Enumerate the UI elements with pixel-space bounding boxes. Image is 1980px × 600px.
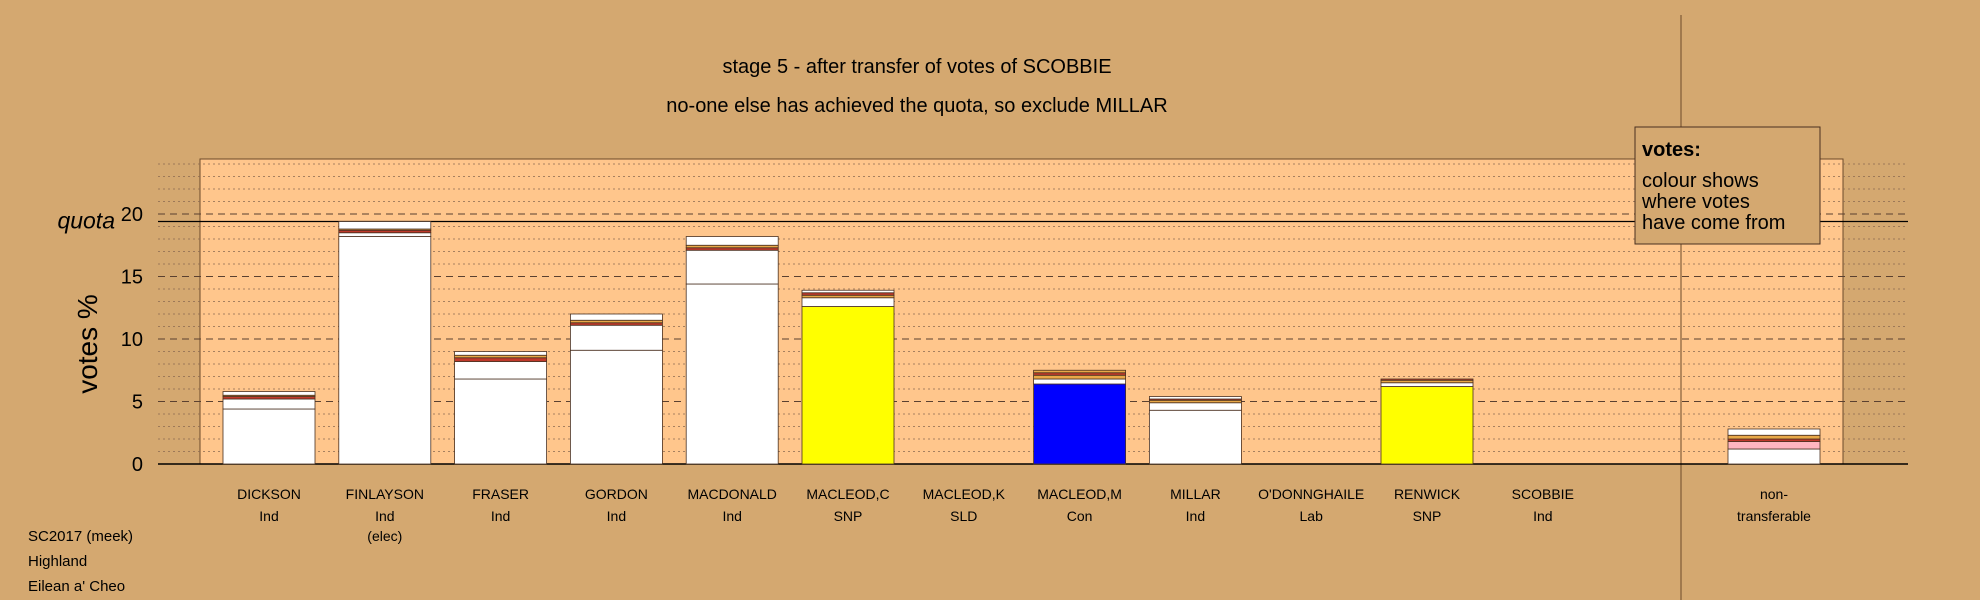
vote-bar-segment [338, 221, 432, 230]
nontransferable-bar-segment [1727, 428, 1821, 436]
vote-bar-segment [222, 391, 316, 396]
legend-text: colour shows [1642, 170, 1759, 192]
vote-bar-segment [454, 361, 548, 380]
candidate-name-label: FRASER [472, 486, 529, 502]
y-tick-label: 0 [132, 454, 143, 476]
candidate-name-label: O'DONNGHAILE [1258, 486, 1364, 502]
vote-bar-segment [1380, 386, 1474, 465]
vote-bar-segment [570, 349, 663, 465]
chart-subtitle: no-one else has achieved the quota, so e… [666, 95, 1167, 117]
candidate-name-label: RENWICK [1394, 486, 1461, 502]
candidate-name-label: MACLEOD,C [806, 486, 889, 502]
candidate-name-label: SCOBBIE [1512, 486, 1574, 502]
plot-panel [199, 158, 1844, 465]
vote-bar-segment [222, 408, 316, 465]
legend-text: where votes [1641, 191, 1750, 213]
nontransferable-label: non- [1760, 486, 1788, 502]
footer-council: Highland [28, 553, 88, 570]
candidate-party-label: SNP [1413, 508, 1442, 524]
candidate-name-label: DICKSON [237, 486, 301, 502]
vote-bar-segment [454, 351, 548, 356]
footer-ward: Eilean a' Cheo [28, 578, 126, 595]
legend-box [1634, 126, 1821, 245]
vote-bar-segment [801, 306, 895, 465]
candidate-party-label: Ind [722, 508, 741, 524]
vote-bar-segment [454, 378, 548, 465]
y-tick-label: 15 [121, 267, 143, 289]
candidate-party-label: Ind [1533, 508, 1552, 524]
candidate-party-label: SLD [950, 508, 977, 524]
vote-bar-segment [1033, 374, 1126, 380]
legend-title: votes: [1642, 139, 1701, 161]
candidate-status-label: (elec) [367, 528, 402, 544]
vote-bar-segment [1033, 369, 1126, 374]
vote-bar-segment [338, 236, 432, 465]
candidate-name-label: MILLAR [1170, 486, 1221, 502]
vote-bar-segment [570, 324, 663, 351]
vote-bar-segment [1149, 396, 1242, 400]
vote-bar-segment [1033, 383, 1126, 465]
candidate-party-label: Lab [1300, 508, 1324, 524]
candidate-name-label: MACLEOD,M [1037, 486, 1122, 502]
nontransferable-bar-segment [1727, 448, 1821, 465]
chart-title: stage 5 - after transfer of votes of SCO… [722, 56, 1111, 78]
candidate-name-label: MACLEOD,K [923, 486, 1006, 502]
candidate-party-label: Con [1067, 508, 1093, 524]
y-tick-label: 5 [132, 392, 143, 414]
footer-election: SC2017 (meek) [28, 528, 134, 545]
vote-bar-segment [454, 357, 548, 362]
y-tick-label: 20 [121, 204, 143, 226]
vote-bar-segment [222, 398, 316, 410]
quota-label: quota [57, 208, 115, 234]
candidate-party-label: Ind [491, 508, 510, 524]
nontransferable-bar-segment [1727, 441, 1821, 450]
candidate-party-label: Ind [1186, 508, 1205, 524]
vote-bar-segment [1380, 378, 1474, 381]
candidate-name-label: GORDON [585, 486, 648, 502]
candidate-party-label: SNP [834, 508, 863, 524]
vote-bar-segment [1033, 378, 1126, 385]
vote-bar-segment [685, 236, 779, 246]
candidate-party-label: Ind [607, 508, 626, 524]
candidate-name-label: FINLAYSON [346, 486, 424, 502]
vote-bar-segment [1380, 382, 1474, 387]
y-tick-label: 10 [121, 329, 143, 351]
nontransferable-label: transferable [1737, 508, 1811, 524]
candidate-party-label: Ind [259, 508, 278, 524]
vote-bar-segment [801, 297, 895, 307]
nontransferable-bar-segment [1727, 434, 1821, 440]
vote-bar-segment [1149, 402, 1242, 411]
y-axis-label: votes % [72, 294, 103, 394]
candidate-party-label: Ind [375, 508, 394, 524]
vote-bar-segment [338, 232, 432, 237]
vote-bar-segment [685, 249, 779, 285]
candidate-name-label: MACDONALD [687, 486, 776, 502]
vote-bar-segment [570, 313, 663, 321]
vote-bar-segment [1149, 409, 1242, 465]
legend-text: have come from [1642, 212, 1785, 234]
vote-bar-segment [801, 289, 895, 294]
vote-bar-segment [685, 283, 779, 465]
